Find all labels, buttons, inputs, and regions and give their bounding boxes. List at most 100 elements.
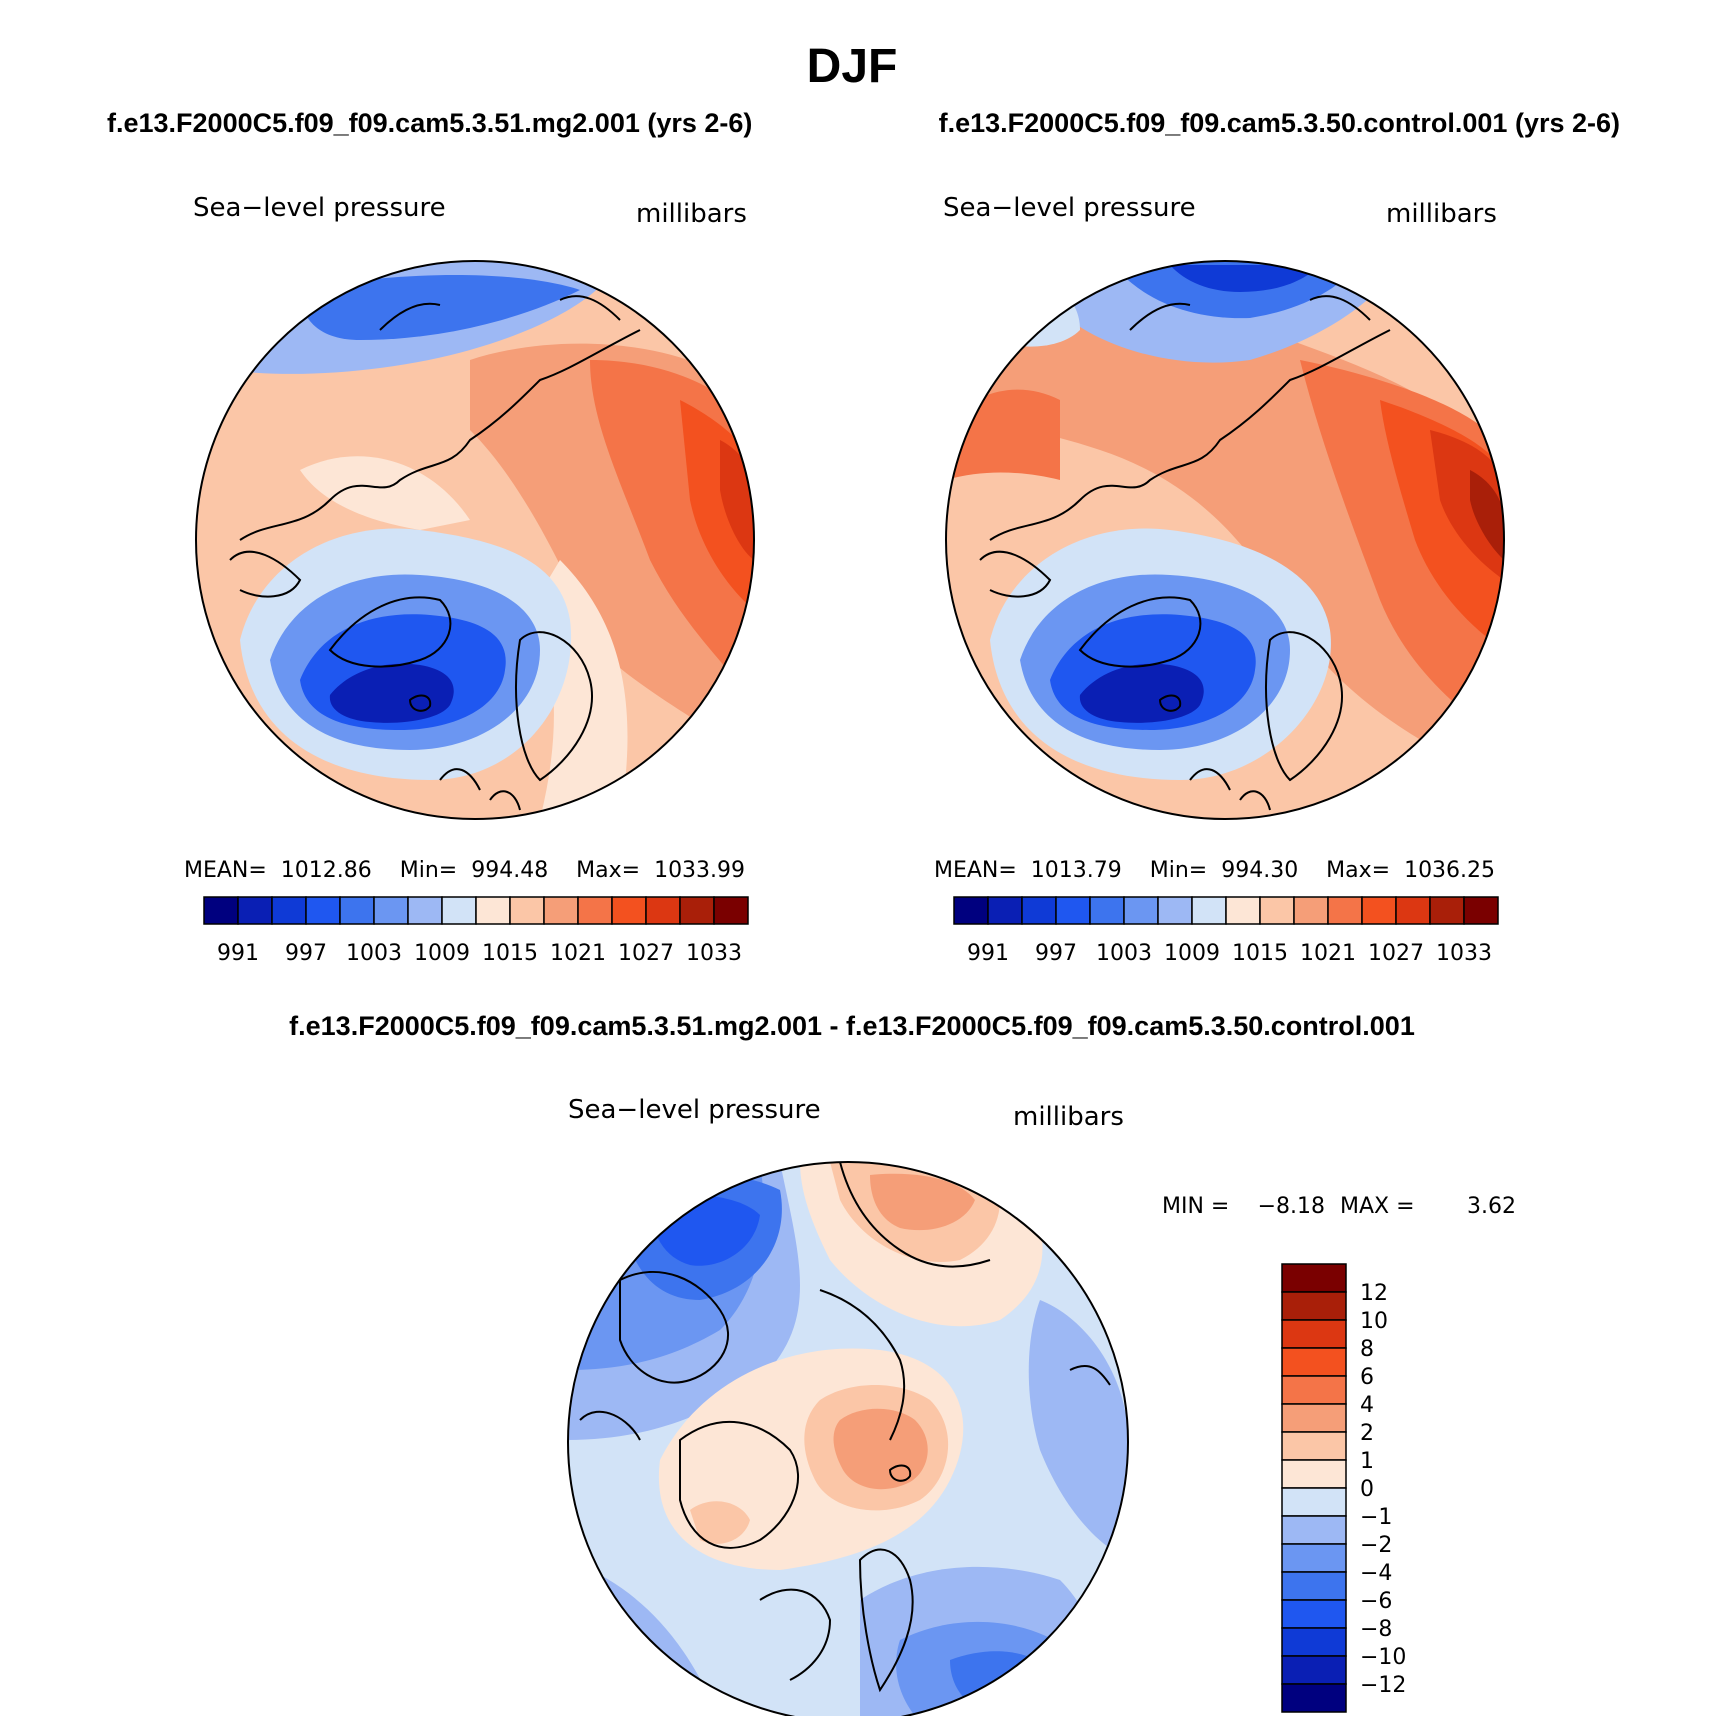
diff-panel-title: f.e13.F2000C5.f09_f09.cam5.3.51.mg2.001 … <box>289 1011 1415 1041</box>
right-colorbar-swatch <box>953 896 989 925</box>
diff-colorbar-tick-label: 12 <box>1360 1281 1388 1306</box>
right-colorbar-swatch <box>1429 896 1465 925</box>
diff-colorbar-swatch <box>1281 1291 1347 1321</box>
left-colorbar-swatch <box>203 896 239 925</box>
right-colorbar-swatch <box>1123 896 1159 925</box>
left-colorbar-swatch <box>271 896 307 925</box>
left-map-coastlines <box>229 295 641 811</box>
left-panel-case-title: f.e13.F2000C5.f09_f09.cam5.3.51.mg2.001 … <box>107 108 752 138</box>
diff-max-value: 3.62 <box>1467 1194 1516 1219</box>
diff-colorbar-tick-label: −2 <box>1360 1533 1392 1558</box>
diff-colorbar-swatch <box>1281 1487 1347 1517</box>
right-colorbar-swatch <box>1259 896 1295 925</box>
right-colorbar-swatch <box>987 896 1023 925</box>
left-map-contours <box>196 261 754 819</box>
diff-colorbar-swatch <box>1281 1543 1347 1573</box>
right-colorbar-tick-label: 997 <box>1035 941 1077 966</box>
right-panel-units: millibars <box>1386 199 1497 229</box>
diff-colorbar-tick-label: 6 <box>1360 1365 1374 1390</box>
diff-colorbar-swatch <box>1281 1627 1347 1657</box>
left-colorbar-swatch <box>407 896 443 925</box>
right-colorbar-swatch <box>1157 896 1193 925</box>
right-colorbar-swatch <box>1327 896 1363 925</box>
diff-colorbar-swatch <box>1281 1655 1347 1685</box>
left-colorbar-swatch <box>679 896 715 925</box>
left-colorbar-tick-label: 997 <box>285 941 327 966</box>
figure-title: DJF <box>807 40 898 93</box>
right-colorbar-tick-label: 1021 <box>1300 941 1356 966</box>
diff-max-label: MAX = <box>1340 1194 1415 1219</box>
left-colorbar-tick-label: 1003 <box>346 941 402 966</box>
left-colorbar-tick-label: 1033 <box>686 941 742 966</box>
diff-colorbar-swatch <box>1281 1431 1347 1461</box>
diff-colorbar-swatch <box>1281 1683 1347 1713</box>
right-colorbar-swatch <box>1191 896 1227 925</box>
left-panel-units: millibars <box>636 199 747 229</box>
diff-colorbar-swatch <box>1281 1515 1347 1545</box>
right-map <box>945 260 1505 820</box>
diff-panel-variable: Sea−level pressure <box>568 1095 821 1125</box>
diff-colorbar-tick-label: 4 <box>1360 1393 1374 1418</box>
left-colorbar-swatch <box>509 896 545 925</box>
diff-colorbar-swatch <box>1281 1599 1347 1629</box>
left-colorbar-swatch <box>543 896 579 925</box>
diff-colorbar-tick-label: −6 <box>1360 1589 1392 1614</box>
diff-colorbar-tick-label: −12 <box>1360 1673 1406 1698</box>
diff-colorbar-tick-label: 8 <box>1360 1337 1374 1362</box>
left-panel-stats: MEAN= 1012.86 Min= 994.48 Max= 1033.99 <box>184 858 745 883</box>
left-colorbar-swatch <box>645 896 681 925</box>
right-colorbar-swatch <box>1021 896 1057 925</box>
right-colorbar-swatch <box>1463 896 1499 925</box>
left-colorbar-tick-label: 1027 <box>618 941 674 966</box>
right-colorbar-tick-label: 1015 <box>1232 941 1288 966</box>
left-panel-variable: Sea−level pressure <box>193 193 446 223</box>
diff-colorbar-swatch <box>1281 1403 1347 1433</box>
left-colorbar-swatch <box>373 896 409 925</box>
left-colorbar-tick-label: 991 <box>217 941 259 966</box>
diff-colorbar-tick-label: −10 <box>1360 1645 1406 1670</box>
right-colorbar-swatch <box>1293 896 1329 925</box>
right-panel-case-title: f.e13.F2000C5.f09_f09.cam5.3.50.control.… <box>939 108 1620 138</box>
diff-colorbar-swatch <box>1281 1571 1347 1601</box>
right-colorbar-swatch <box>1395 896 1431 925</box>
left-colorbar-swatch <box>305 896 341 925</box>
diff-min-label: MIN = <box>1162 1194 1229 1219</box>
left-colorbar-tick-label: 1015 <box>482 941 538 966</box>
right-colorbar-tick-label: 1033 <box>1436 941 1492 966</box>
left-colorbar-swatch <box>475 896 511 925</box>
left-colorbar-swatch <box>713 896 749 925</box>
diff-colorbar-swatch <box>1281 1263 1347 1293</box>
left-colorbar-tick-label: 1009 <box>414 941 470 966</box>
diff-colorbar-swatch <box>1281 1459 1347 1489</box>
diff-colorbar-swatch <box>1281 1375 1347 1405</box>
diff-colorbar-tick-label: −4 <box>1360 1561 1392 1586</box>
left-colorbar-swatch <box>237 896 273 925</box>
right-colorbar-tick-label: 991 <box>967 941 1009 966</box>
diff-colorbar-tick-label: 2 <box>1360 1421 1374 1446</box>
right-colorbar-swatch <box>1089 896 1125 925</box>
left-panel-colorbar: 991 997 1003 1009 1015 1021 1027 1033 <box>203 896 749 966</box>
right-panel-colorbar: 991 997 1003 1009 1015 1021 1027 1033 <box>953 896 1499 966</box>
diff-colorbar-tick-label: 1 <box>1360 1449 1374 1474</box>
left-colorbar-swatch <box>339 896 375 925</box>
right-panel-variable: Sea−level pressure <box>943 193 1196 223</box>
diff-map-coastlines <box>579 1162 1111 1693</box>
left-map <box>195 260 755 820</box>
diff-colorbar-tick-label: 0 <box>1360 1477 1374 1502</box>
right-colorbar-swatch <box>1055 896 1091 925</box>
diff-colorbar-tick-label: −1 <box>1360 1505 1392 1530</box>
diff-colorbar-swatch <box>1281 1347 1347 1377</box>
diff-colorbar-tick-label: −8 <box>1360 1617 1392 1642</box>
right-colorbar-swatch <box>1225 896 1261 925</box>
right-map-coastlines <box>979 295 1391 811</box>
left-colorbar-swatch <box>611 896 647 925</box>
left-colorbar-tick-label: 1021 <box>550 941 606 966</box>
right-colorbar-tick-label: 1027 <box>1368 941 1424 966</box>
left-colorbar-swatch <box>577 896 613 925</box>
right-panel-stats: MEAN= 1013.79 Min= 994.30 Max= 1036.25 <box>934 858 1495 883</box>
diff-min-value: −8.18 <box>1258 1194 1325 1219</box>
right-colorbar-tick-label: 1003 <box>1096 941 1152 966</box>
diff-colorbar-tick-label: 10 <box>1360 1309 1388 1334</box>
right-colorbar-tick-label: 1009 <box>1164 941 1220 966</box>
